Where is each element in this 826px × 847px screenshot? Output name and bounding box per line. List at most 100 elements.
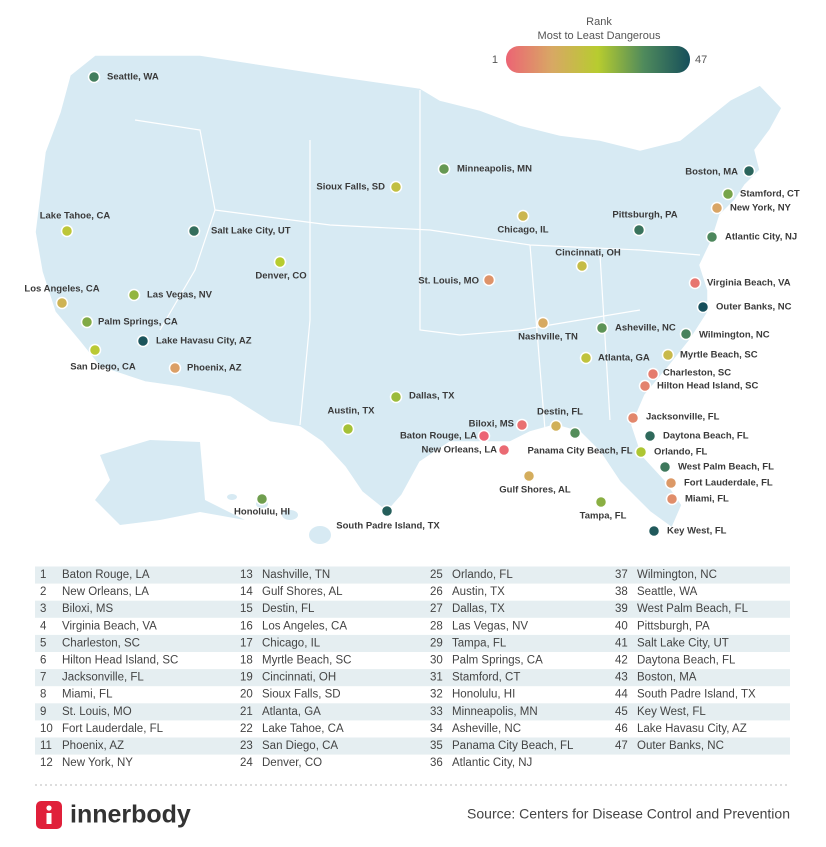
table-stripe: [35, 634, 790, 652]
city-dot: [389, 180, 403, 194]
city-label: Sioux Falls, SD: [316, 182, 385, 193]
table-rank: 22: [240, 723, 253, 735]
table-rank: 10: [40, 723, 53, 735]
table-city: Los Angeles, CA: [262, 620, 347, 632]
city-label: Seattle, WA: [107, 72, 159, 83]
city-dot: [643, 429, 657, 443]
table-city: Daytona Beach, FL: [637, 655, 736, 667]
city-label: Destin, FL: [537, 407, 583, 418]
city-dot: [87, 70, 101, 84]
city-dot: [679, 327, 693, 341]
city-label: Palm Springs, CA: [98, 317, 178, 328]
city-label: New York, NY: [730, 203, 792, 214]
table-city: Fort Lauderdale, FL: [62, 723, 164, 735]
city-label: Phoenix, AZ: [187, 363, 242, 374]
table-stripe: [35, 703, 790, 721]
legend-title: Rank: [586, 16, 612, 28]
table-city: Key West, FL: [637, 706, 706, 718]
city-label: San Diego, CA: [70, 362, 136, 373]
table-city: Asheville, NC: [452, 723, 521, 735]
table-rank: 34: [430, 723, 443, 735]
city-label: Nashville, TN: [518, 332, 578, 343]
table-rank: 11: [40, 740, 52, 752]
table-city: Pittsburgh, PA: [637, 620, 710, 632]
city-label: Outer Banks, NC: [716, 302, 792, 313]
city-label: Stamford, CT: [740, 189, 800, 200]
city-label: Atlantic City, NJ: [725, 232, 797, 243]
city-dot: [536, 316, 550, 330]
table-city: Phoenix, AZ: [62, 740, 124, 752]
table-city: Myrtle Beach, SC: [262, 655, 351, 667]
city-label: St. Louis, MO: [418, 276, 479, 287]
table-rank: 3: [40, 603, 46, 615]
table-stripe: [35, 737, 790, 755]
city-label: Lake Tahoe, CA: [40, 211, 111, 222]
city-label: Virginia Beach, VA: [707, 278, 791, 289]
city-dot: [522, 469, 536, 483]
city-dot: [661, 348, 675, 362]
city-label: Boston, MA: [685, 167, 738, 178]
table-rank: 32: [430, 689, 443, 701]
city-dot: [632, 223, 646, 237]
table-city: Jacksonville, FL: [62, 672, 144, 684]
table-rank: 15: [240, 603, 253, 615]
table-city: Tampa, FL: [452, 637, 507, 649]
table-city: New York, NY: [62, 757, 133, 769]
table-city: Panama City Beach, FL: [452, 740, 574, 752]
table-rank: 43: [615, 672, 628, 684]
city-dot: [273, 255, 287, 269]
city-dot: [497, 443, 511, 457]
legend-gradient: [506, 46, 690, 73]
city-label: South Padre Island, TX: [336, 521, 440, 532]
city-label: Honolulu, HI: [234, 507, 290, 518]
city-dot: [742, 164, 756, 178]
table-city: Minneapolis, MN: [452, 706, 538, 718]
table-city: West Palm Beach, FL: [637, 603, 749, 615]
table-rank: 28: [430, 620, 443, 632]
legend: Rank Most to Least Dangerous 1 47: [492, 16, 707, 73]
table-rank: 46: [615, 723, 628, 735]
city-dot: [638, 379, 652, 393]
city-label: Salt Lake City, UT: [211, 226, 291, 237]
city-label: Gulf Shores, AL: [499, 485, 571, 496]
table-stripe: [35, 600, 790, 618]
legend-min: 1: [492, 54, 498, 66]
table-rank: 17: [240, 637, 253, 649]
city-label: New Orleans, LA: [422, 445, 498, 456]
table-rank: 8: [40, 689, 46, 701]
table-city: Outer Banks, NC: [637, 740, 724, 752]
table-rank: 33: [430, 706, 443, 718]
city-dot: [647, 524, 661, 538]
city-dot: [634, 445, 648, 459]
table-stripe: [35, 669, 790, 687]
city-label: Key West, FL: [667, 526, 727, 537]
city-label: Myrtle Beach, SC: [680, 350, 758, 361]
table-rank: 44: [615, 689, 628, 701]
city-label: Biloxi, MS: [469, 419, 514, 430]
table-stripe: [35, 566, 790, 584]
city-label: Lake Havasu City, AZ: [156, 336, 252, 347]
table-rank: 5: [40, 637, 46, 649]
city-dot: [658, 460, 672, 474]
city-label: West Palm Beach, FL: [678, 462, 774, 473]
table-rank: 31: [430, 672, 443, 684]
city-dot: [168, 361, 182, 375]
table-city: South Padre Island, TX: [637, 689, 756, 701]
city-dot: [721, 187, 735, 201]
city-dot: [575, 259, 589, 273]
table-rank: 35: [430, 740, 443, 752]
city-label: Wilmington, NC: [699, 330, 770, 341]
table-city: Sioux Falls, SD: [262, 689, 341, 701]
table-rank: 18: [240, 655, 253, 667]
city-dot: [477, 429, 491, 443]
legend-subtitle: Most to Least Dangerous: [538, 30, 661, 42]
table-rank: 24: [240, 757, 253, 769]
city-dot: [515, 418, 529, 432]
table-rank: 16: [240, 620, 253, 632]
city-dot: [187, 224, 201, 238]
table-rank: 29: [430, 637, 443, 649]
hawaii: [227, 494, 331, 544]
table-rank: 45: [615, 706, 628, 718]
table-rank: 37: [615, 569, 628, 581]
table-city: Hilton Head Island, SC: [62, 655, 178, 667]
